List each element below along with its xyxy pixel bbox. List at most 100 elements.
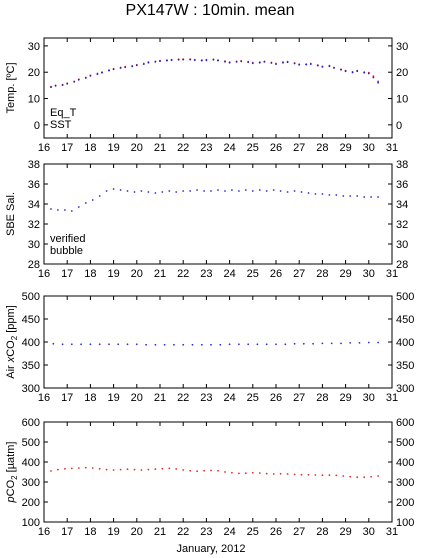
x-tick-label: 28 [316, 526, 328, 538]
data-point [377, 196, 379, 198]
data-point [330, 342, 333, 345]
data-point [263, 61, 266, 63]
x-tick-label: 17 [61, 392, 73, 404]
y-tick-label-left: 36 [28, 179, 40, 191]
data-point [50, 208, 52, 210]
y-tick-label-left: 32 [28, 219, 40, 231]
data-point [182, 190, 185, 192]
x-tick-label: 30 [363, 142, 375, 154]
data-point [182, 58, 185, 61]
data-point [244, 189, 247, 191]
data-point [217, 469, 219, 472]
data-point [210, 469, 212, 472]
y-tick-label-right: 200 [396, 497, 414, 509]
y-tick-label-left: 200 [22, 497, 40, 509]
data-point [363, 476, 366, 479]
x-tick-label: 27 [293, 142, 305, 154]
data-point [370, 196, 372, 198]
data-point [89, 343, 92, 346]
data-point [119, 189, 122, 191]
y-tick-label-right: 400 [396, 457, 414, 469]
data-point [279, 190, 282, 192]
data-point [70, 210, 73, 212]
data-point [356, 476, 359, 479]
y-tick-label-left: 28 [28, 259, 40, 271]
data-point [77, 78, 80, 81]
data-point [265, 472, 268, 475]
y-tick-label-right: 36 [396, 179, 408, 191]
y-tick-label-left: 100 [22, 517, 40, 529]
data-point [161, 191, 164, 193]
data-point [175, 468, 178, 470]
data-point [133, 191, 136, 193]
y-tick-label-left: 300 [22, 383, 40, 395]
data-point [101, 71, 103, 74]
data-point [108, 343, 110, 346]
data-point [251, 62, 254, 65]
data-point [224, 471, 226, 473]
data-point [112, 68, 115, 71]
data-point [228, 343, 231, 346]
x-tick-label: 26 [270, 142, 282, 154]
data-point [298, 63, 301, 66]
data-point [168, 190, 171, 192]
data-point [105, 468, 108, 471]
data-point [240, 60, 243, 63]
data-point [119, 468, 122, 471]
x-tick-label: 22 [177, 526, 189, 538]
plot-frame [43, 295, 393, 389]
data-point [349, 475, 352, 478]
data-point [309, 63, 312, 65]
y-axis-label: SBE Sal. [5, 192, 17, 236]
x-tick-label: 26 [270, 392, 282, 404]
x-tick-label: 31 [386, 142, 398, 154]
data-point [328, 194, 331, 196]
y-tick-label-right: 300 [396, 477, 414, 489]
y-axis-label: Air xCO2 [ppm] [5, 305, 19, 379]
data-point [219, 343, 222, 346]
x-tick-label: 16 [38, 268, 50, 280]
data-point [224, 190, 226, 192]
x-tick-label: 22 [177, 142, 189, 154]
y-axis-label: pCO2 [µatm] [5, 442, 19, 504]
data-point [161, 467, 164, 470]
data-point [279, 472, 282, 475]
data-point [193, 59, 196, 61]
legend-entry: Eq_T [50, 107, 77, 119]
y-tick-label-left: 30 [28, 239, 40, 251]
data-point [126, 343, 129, 346]
data-point [251, 190, 254, 192]
data-point [140, 469, 143, 471]
y-tick-label-left: 350 [22, 360, 40, 372]
data-point [131, 65, 134, 68]
data-point [84, 202, 87, 204]
y-tick-label-right: 30 [396, 239, 408, 251]
data-point [377, 341, 379, 344]
data-point [112, 469, 115, 471]
data-point [372, 75, 375, 78]
y-tick-label-left: 500 [22, 291, 40, 303]
y-tick-label-left: 500 [22, 437, 40, 449]
x-tick-label: 25 [247, 526, 259, 538]
data-point [344, 70, 347, 73]
data-point [159, 60, 161, 63]
data-point [293, 342, 296, 345]
x-tick-label: 19 [107, 142, 119, 154]
x-tick-label: 17 [61, 268, 73, 280]
x-tick-label: 31 [386, 392, 398, 404]
data-point [300, 473, 303, 476]
data-point [307, 473, 310, 476]
x-tick-label: 30 [363, 392, 375, 404]
data-point [70, 467, 73, 470]
data-point [356, 70, 359, 73]
y-tick-label-right: 500 [396, 437, 414, 449]
data-point [98, 195, 101, 197]
x-tick-label: 28 [316, 142, 328, 154]
data-point [126, 468, 129, 471]
x-tick-label: 21 [154, 526, 166, 538]
x-tick-label: 26 [270, 526, 282, 538]
x-tick-label: 16 [38, 392, 50, 404]
data-point [224, 60, 226, 63]
data-point [50, 86, 52, 89]
